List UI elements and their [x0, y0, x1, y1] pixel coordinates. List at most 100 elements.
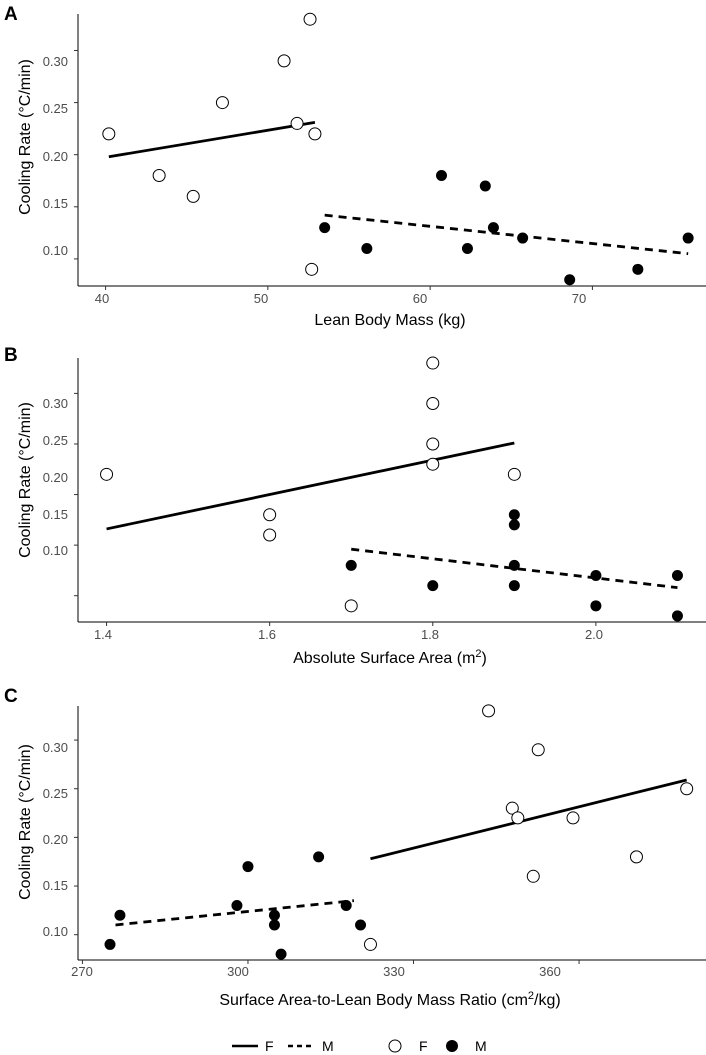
- y-ticks-c: 0.30 0.25 0.20 0.15 0.10: [43, 740, 68, 939]
- data-point-m: [268, 919, 280, 931]
- x-axis-title-superscript: 2: [528, 990, 534, 1002]
- data-point-m: [355, 919, 367, 931]
- y-tick-label: 0.30: [43, 54, 68, 69]
- y-axis-title-a: Cooling Rate (°C/min): [17, 59, 34, 215]
- data-point-m: [268, 909, 280, 921]
- data-point-f: [426, 356, 440, 370]
- x-axis-title-c: Surface Area-to-Lean Body Mass Ratio (cm…: [219, 990, 560, 1009]
- data-point-f: [482, 704, 496, 718]
- legend-open-circle-icon: [388, 1039, 402, 1053]
- data-point-m: [590, 600, 602, 612]
- y-tick-label: 0.15: [43, 878, 68, 893]
- panel-label-a: A: [4, 4, 18, 25]
- data-point-f: [426, 457, 440, 471]
- data-point-m: [517, 232, 529, 244]
- x-tick-label: 50: [254, 291, 268, 306]
- x-ticks-a: 40 50 60 70: [95, 291, 586, 306]
- x-axis-title-a: Lean Body Mass (kg): [314, 312, 465, 329]
- data-point-f: [303, 12, 317, 26]
- axes: [74, 14, 706, 290]
- legend-filled-circle-icon: [446, 1040, 458, 1052]
- data-point-f: [344, 599, 358, 613]
- data-point-f: [426, 437, 440, 451]
- data-point-m: [435, 170, 447, 182]
- x-tick-label: 270: [71, 964, 93, 979]
- y-tick-label: 0.30: [43, 396, 68, 411]
- y-tick-label: 0.20: [43, 149, 68, 164]
- fit-line-f: [108, 121, 316, 159]
- data-point-f: [629, 850, 643, 864]
- y-tick-label: 0.20: [43, 470, 68, 485]
- y-ticks-a: 0.30 0.25 0.20 0.15 0.10: [43, 54, 68, 258]
- data-point-m: [632, 263, 644, 275]
- x-tick-label: 1.8: [421, 627, 439, 642]
- fit-line-m: [115, 899, 355, 927]
- x-axis-title-main: Surface Area-to-Lean Body Mass Ratio (cm: [219, 992, 528, 1009]
- data-point-f: [290, 116, 304, 130]
- x-axis-title-end: ): [482, 650, 487, 667]
- legend: F M F M: [232, 1038, 487, 1054]
- legend-label-m-line: M: [322, 1038, 334, 1054]
- data-point-f: [505, 801, 519, 815]
- x-axis-title-main: Absolute Surface Area (m: [293, 650, 475, 667]
- data-point-m: [564, 274, 576, 286]
- panel-label-c: C: [4, 686, 18, 707]
- x-tick-label: 40: [95, 291, 109, 306]
- panel-b: B 0.30 0.25 0.20 0.15 0.10 1.4 1.6 1.8 2…: [4, 345, 706, 667]
- panel-c: C 0.30 0.25 0.20 0.15 0.10 270 300 330 3…: [4, 686, 706, 1009]
- data-point-f: [263, 528, 277, 542]
- fit-line-f: [106, 441, 515, 531]
- data-point-f: [186, 189, 200, 203]
- data-point-m: [508, 559, 520, 571]
- y-tick-label: 0.10: [43, 243, 68, 258]
- legend-label-f-point: F: [419, 1038, 428, 1054]
- data-point-m: [508, 519, 520, 531]
- fit-line-f: [370, 778, 688, 861]
- panel-a: A 0.30 0.25 0.20 0.15 0.10 40 50 60 70 L…: [4, 4, 706, 329]
- data-point-f: [511, 811, 525, 825]
- data-point-f: [680, 782, 694, 796]
- x-ticks-b: 1.4 1.6 1.8 2.0: [94, 627, 603, 642]
- data-point-m: [340, 900, 352, 912]
- y-axis-title-b: Cooling Rate (°C/min): [17, 402, 34, 558]
- data-point-f: [531, 743, 545, 757]
- data-point-f: [526, 869, 540, 883]
- x-tick-label: 2.0: [585, 627, 603, 642]
- axes: [74, 358, 706, 626]
- y-tick-label: 0.10: [43, 924, 68, 939]
- data-point-m: [313, 851, 325, 863]
- x-tick-label: 1.6: [258, 627, 276, 642]
- data-point-m: [487, 222, 499, 234]
- y-tick-label: 0.20: [43, 832, 68, 847]
- fit-line-m: [324, 213, 689, 256]
- data-point-f: [100, 467, 114, 481]
- y-ticks-b: 0.30 0.25 0.20 0.15 0.10: [43, 396, 68, 558]
- axes: [74, 706, 706, 964]
- fit-line-m: [351, 547, 678, 589]
- data-point-f: [102, 127, 116, 141]
- data-point-f: [363, 937, 377, 951]
- data-point-f: [152, 169, 166, 183]
- data-point-f: [305, 262, 319, 276]
- data-point-m: [104, 938, 116, 950]
- data-point-m: [231, 900, 243, 912]
- x-tick-label: 70: [572, 291, 586, 306]
- x-axis-title-superscript: 2: [475, 648, 481, 660]
- data-point-m: [361, 242, 373, 254]
- data-point-f: [263, 508, 277, 522]
- data-point-m: [508, 580, 520, 592]
- data-point-f: [215, 96, 229, 110]
- legend-label-m-point: M: [475, 1038, 487, 1054]
- legend-label-f-line: F: [265, 1038, 274, 1054]
- data-point-m: [461, 242, 473, 254]
- data-point-m: [508, 509, 520, 521]
- data-point-m: [242, 861, 254, 873]
- y-tick-label: 0.25: [43, 433, 68, 448]
- x-tick-label: 300: [227, 964, 249, 979]
- data-point-m: [479, 180, 491, 192]
- x-tick-label: 360: [539, 964, 561, 979]
- data-point-m: [319, 222, 331, 234]
- data-point-m: [114, 909, 126, 921]
- data-point-f: [308, 127, 322, 141]
